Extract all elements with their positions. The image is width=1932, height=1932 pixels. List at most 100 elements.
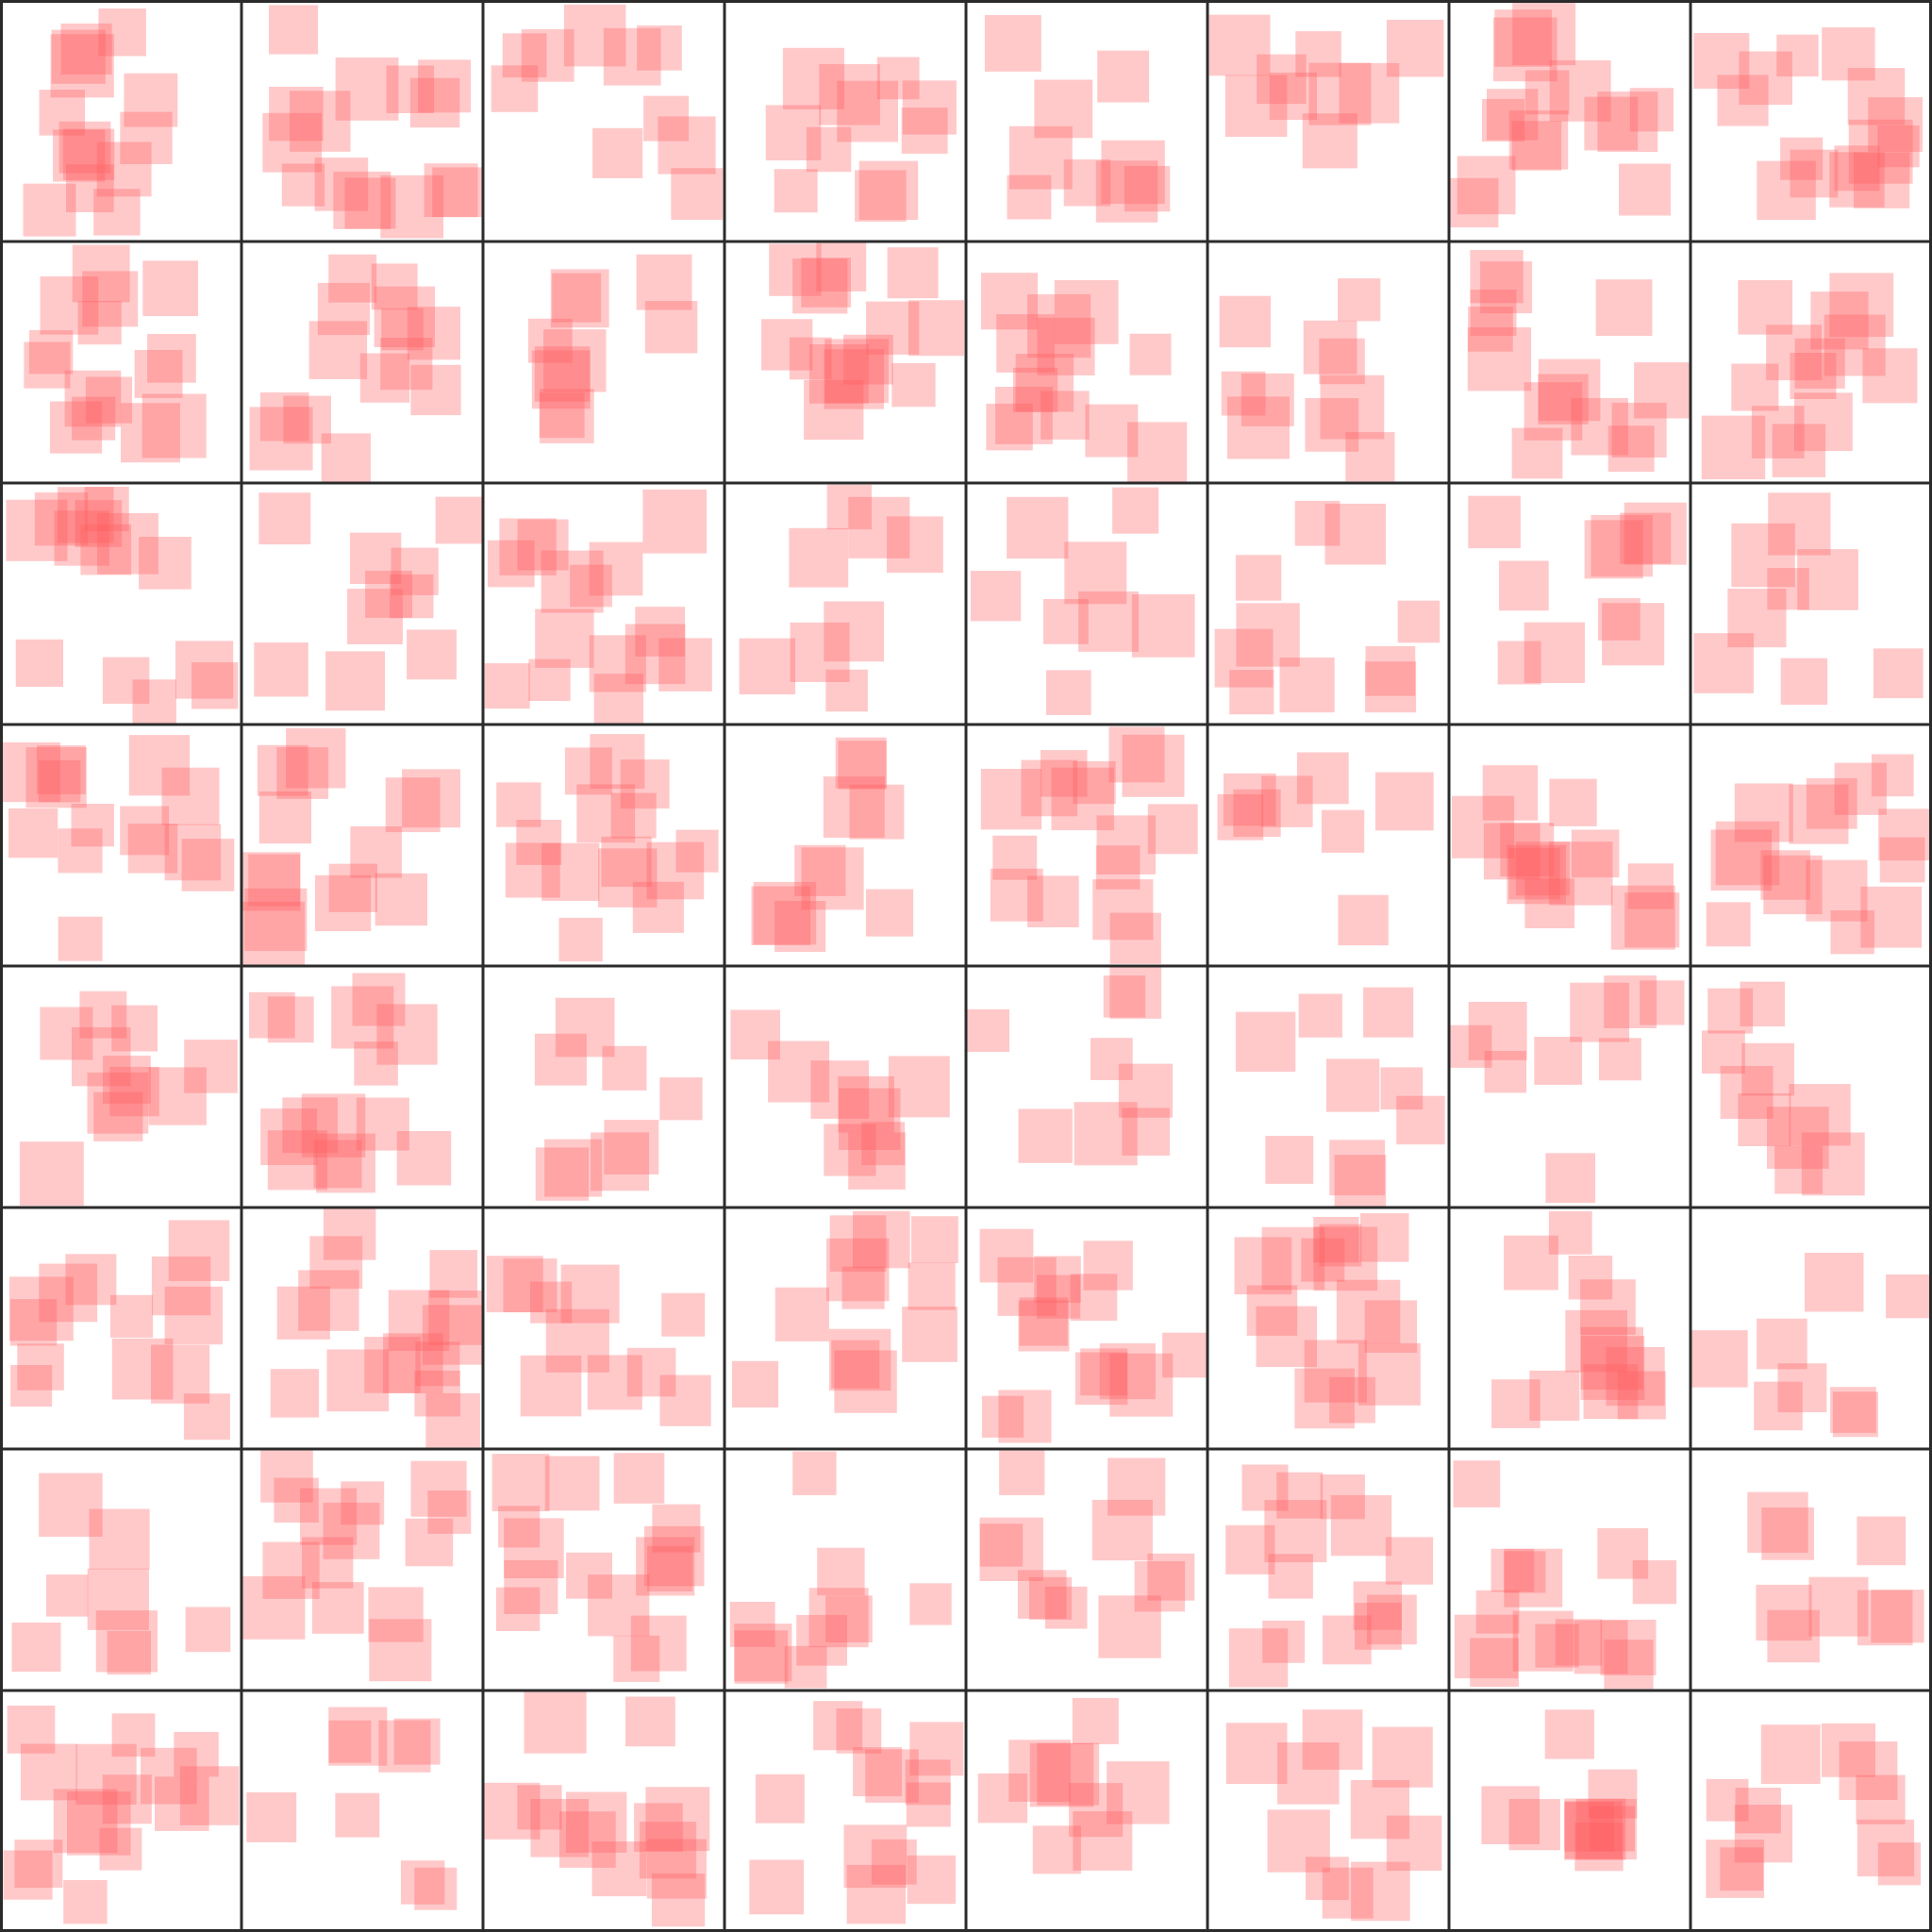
pink-square bbox=[352, 973, 406, 1026]
pink-square bbox=[543, 329, 607, 392]
pink-square bbox=[1545, 1153, 1596, 1203]
pink-square bbox=[371, 263, 418, 310]
pink-square bbox=[1761, 1507, 1814, 1560]
pink-square bbox=[765, 105, 822, 160]
pink-square bbox=[1008, 1740, 1071, 1802]
pink-square bbox=[17, 1343, 64, 1391]
pink-square bbox=[9, 1299, 58, 1346]
pink-square bbox=[1757, 1318, 1807, 1370]
pink-square bbox=[861, 1122, 906, 1166]
pink-square bbox=[425, 1392, 480, 1448]
pink-square bbox=[530, 1799, 589, 1857]
pink-square bbox=[610, 792, 657, 839]
pink-square bbox=[1027, 875, 1079, 927]
pink-square bbox=[435, 496, 483, 544]
pink-square bbox=[1480, 261, 1533, 314]
pink-square bbox=[865, 1749, 919, 1803]
pink-square bbox=[809, 344, 869, 404]
pink-square bbox=[1313, 1217, 1359, 1263]
pink-square bbox=[902, 1307, 958, 1362]
pink-square bbox=[1549, 841, 1613, 906]
pink-square bbox=[1871, 1590, 1924, 1643]
pink-square bbox=[290, 91, 351, 152]
pink-square bbox=[825, 1595, 873, 1642]
pink-square bbox=[531, 350, 591, 409]
pink-square bbox=[335, 57, 399, 121]
pink-square bbox=[792, 258, 848, 314]
pink-square bbox=[1715, 821, 1780, 886]
pink-square bbox=[356, 1097, 409, 1151]
pink-square bbox=[75, 500, 123, 547]
pink-square bbox=[1099, 1343, 1156, 1400]
pink-square bbox=[1027, 293, 1091, 358]
pink-square bbox=[626, 1347, 676, 1397]
pink-square bbox=[1484, 1051, 1526, 1093]
pink-square bbox=[267, 996, 314, 1043]
pink-square bbox=[14, 1840, 63, 1889]
pink-square bbox=[120, 806, 170, 856]
pink-square bbox=[789, 527, 849, 588]
pink-square bbox=[1372, 1726, 1433, 1788]
pink-square bbox=[349, 532, 402, 584]
pink-square bbox=[385, 777, 441, 833]
pink-square bbox=[39, 1473, 103, 1537]
pink-square bbox=[1524, 622, 1585, 683]
pink-square bbox=[1032, 1825, 1081, 1874]
pink-square bbox=[838, 741, 887, 790]
pink-square bbox=[555, 997, 615, 1058]
pink-square bbox=[1808, 1576, 1869, 1637]
pink-square bbox=[1763, 855, 1823, 915]
pink-square bbox=[1246, 1285, 1298, 1336]
pink-square bbox=[550, 269, 609, 328]
pink-square bbox=[1720, 1066, 1774, 1119]
pink-square bbox=[1313, 1226, 1378, 1291]
pink-square bbox=[1868, 97, 1923, 152]
pink-square bbox=[825, 669, 868, 712]
pink-square bbox=[848, 1132, 906, 1190]
pink-square bbox=[51, 29, 106, 84]
pink-square bbox=[977, 1774, 1028, 1824]
pink-square bbox=[1487, 89, 1539, 141]
pink-square bbox=[1127, 422, 1188, 482]
pink-square bbox=[393, 1718, 441, 1765]
pink-square bbox=[645, 1787, 710, 1852]
pink-square bbox=[1690, 1330, 1748, 1388]
pink-square bbox=[1468, 1002, 1527, 1060]
pink-square bbox=[1524, 382, 1583, 441]
pink-square bbox=[1279, 658, 1335, 713]
pink-square bbox=[38, 760, 81, 803]
pink-square bbox=[1588, 1769, 1638, 1819]
pink-square bbox=[1524, 70, 1570, 115]
pink-square bbox=[1738, 1093, 1791, 1146]
pink-square bbox=[244, 888, 308, 952]
pink-square bbox=[1508, 1799, 1560, 1851]
pink-square bbox=[309, 1236, 363, 1290]
pink-square bbox=[1482, 765, 1539, 821]
pink-square bbox=[1064, 541, 1127, 605]
pink-square bbox=[498, 1506, 541, 1548]
pink-square bbox=[1481, 1786, 1540, 1844]
pink-square bbox=[630, 1615, 687, 1672]
pink-square bbox=[639, 1822, 697, 1879]
pink-square bbox=[499, 518, 557, 575]
pink-square bbox=[134, 350, 183, 398]
pink-square bbox=[257, 744, 308, 796]
pink-square bbox=[487, 540, 535, 588]
pink-square bbox=[504, 1559, 558, 1614]
pink-square bbox=[1109, 967, 1162, 1019]
pink-square bbox=[1640, 980, 1685, 1025]
pink-square bbox=[647, 1545, 693, 1591]
pink-square bbox=[1303, 320, 1357, 375]
pink-square bbox=[545, 1308, 609, 1373]
pink-square bbox=[1131, 594, 1195, 658]
pink-square bbox=[374, 286, 435, 347]
pink-square bbox=[58, 916, 103, 961]
pink-square bbox=[1083, 1241, 1133, 1291]
pink-square bbox=[161, 767, 220, 825]
pink-square bbox=[20, 1743, 77, 1801]
pink-square bbox=[755, 1774, 805, 1824]
pink-square bbox=[111, 1005, 158, 1052]
pink-square bbox=[1534, 1037, 1583, 1085]
